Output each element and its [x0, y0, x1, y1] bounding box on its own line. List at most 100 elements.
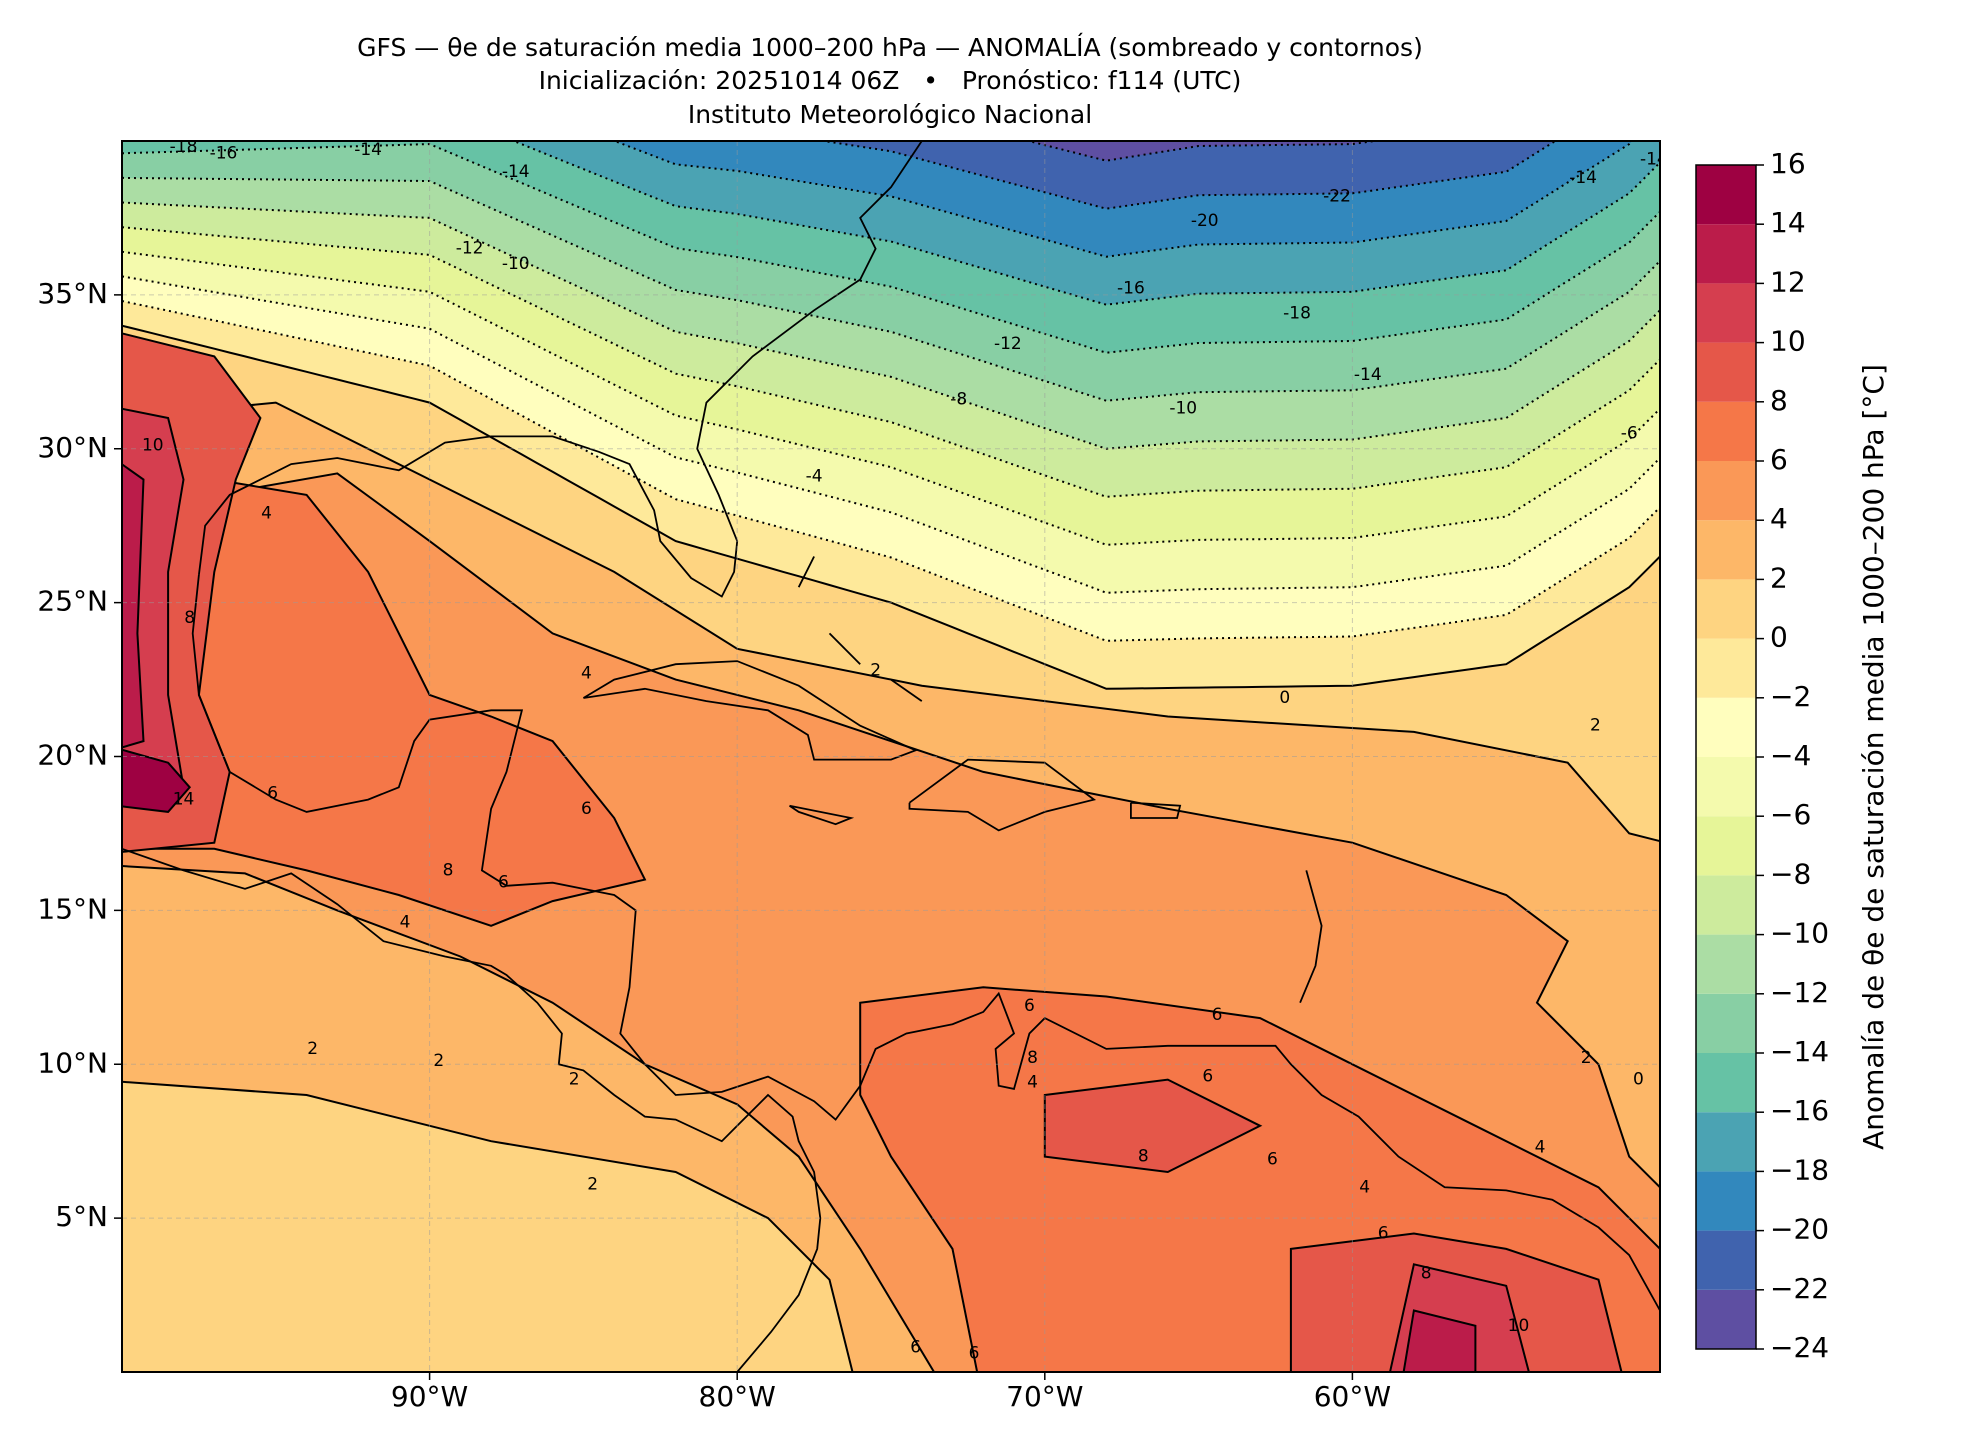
contour-line	[122, 176, 1660, 402]
colorbar-bin	[1696, 401, 1756, 461]
colorbar-tick-label: −22	[1770, 1272, 1829, 1305]
y-tick-label: 30°N	[37, 431, 108, 464]
x-tick-label: 80°W	[699, 1380, 776, 1413]
colorbar-bin	[1696, 1230, 1756, 1290]
contour-label: 4	[581, 663, 592, 683]
contour-line	[122, 143, 1660, 354]
colorbar-bin	[1696, 579, 1756, 639]
contour-label: 14	[173, 790, 195, 810]
shading	[122, 748, 192, 813]
shading	[1402, 1309, 1477, 1372]
y-tick-label: 20°N	[37, 739, 108, 772]
contour-label: 6	[1024, 996, 1035, 1016]
colorbar-bin	[1696, 757, 1756, 817]
colorbar-tick-label: 16	[1770, 147, 1806, 180]
colorbar: −24−22−20−18−16−14−12−10−8−6−4−202468101…	[1695, 147, 1829, 1364]
colorbar-tick-label: −10	[1770, 917, 1829, 950]
x-tick-label: 60°W	[1314, 1380, 1391, 1413]
colorbar-tick-label: −14	[1770, 1035, 1829, 1068]
contour-label: 2	[1581, 1048, 1592, 1068]
x-tick-label: 70°W	[1006, 1380, 1083, 1413]
colorbar-bin	[1696, 520, 1756, 580]
contour-label: 6	[910, 1337, 921, 1357]
contour-label: 6	[1212, 1005, 1223, 1025]
shading	[122, 478, 647, 927]
contour-label: 0	[1633, 1070, 1644, 1090]
colorbar-bin	[1696, 224, 1756, 284]
contour-label: 2	[569, 1070, 580, 1090]
contour-label: -14	[1569, 168, 1597, 188]
coastline	[122, 847, 822, 1372]
contour-label: -10	[502, 254, 530, 274]
contour-label: -18	[170, 137, 198, 157]
colorbar-bin	[1696, 1289, 1756, 1349]
contour-label: -12	[994, 334, 1022, 354]
contour-label: 2	[587, 1174, 598, 1194]
contour-label: -12	[456, 239, 484, 259]
colorbar-tick-label: 14	[1770, 206, 1806, 239]
contour-label: 2	[870, 660, 881, 680]
colorbar-bin	[1696, 461, 1756, 521]
contour-label: -20	[1191, 211, 1219, 231]
colorbar-tick-label: −12	[1770, 976, 1829, 1009]
colorbar-tick-label: 8	[1770, 384, 1788, 417]
contour-label: 8	[1421, 1264, 1432, 1284]
colorbar-bin	[1696, 934, 1756, 994]
colorbar-bin	[1696, 165, 1756, 225]
contour-label: -18	[1283, 303, 1311, 323]
colorbar-tick-label: 4	[1770, 502, 1788, 535]
contour-label: -6	[1621, 423, 1638, 443]
contour-label: -14	[502, 162, 530, 182]
contour-line	[511, 141, 1660, 306]
axes: 90°W 80°W 70°W 60°W 5°N 10°N 15°N 20°N 25°N 30°N 3…	[37, 277, 1391, 1413]
y-tick-label: 15°N	[37, 892, 108, 925]
contour-label: 8	[1138, 1147, 1149, 1167]
colorbar-tick-label: −18	[1770, 1153, 1829, 1186]
contour-label: 2	[1590, 716, 1601, 736]
coastline	[890, 678, 923, 702]
coastline	[191, 574, 1660, 1311]
contour-label: 10	[1508, 1316, 1530, 1336]
contour-label: 4	[1535, 1137, 1546, 1157]
x-tick-label: 90°W	[391, 1380, 468, 1413]
contour-label: 6	[267, 783, 278, 803]
contour-line	[122, 250, 1660, 546]
coastline	[1299, 870, 1323, 1004]
title-line: Inicialización: 20251014 06Z • Pronóstic…	[539, 66, 1242, 95]
contour-label: 4	[1359, 1177, 1370, 1197]
contour-label: 0	[1279, 688, 1290, 708]
contour-label: 4	[1027, 1073, 1038, 1093]
contour-label: 8	[1027, 1048, 1038, 1068]
y-tick-label: 25°N	[37, 585, 108, 618]
contour-label: 4	[261, 503, 272, 523]
colorbar-bin	[1696, 1171, 1756, 1231]
shading	[122, 463, 145, 749]
colorbar-bin	[1696, 638, 1756, 698]
colorbar-tick-label: −24	[1770, 1331, 1829, 1364]
colorbar-tick-label: −20	[1770, 1213, 1829, 1246]
title-line: Instituto Meteorológico Nacional	[688, 100, 1092, 129]
colorbar-tick-label: 10	[1770, 325, 1806, 358]
colorbar-tick-label: −6	[1770, 798, 1811, 831]
contour-label: -4	[806, 466, 823, 486]
y-tick-label: 5°N	[55, 1200, 108, 1233]
contour-label: -14	[1640, 149, 1668, 169]
colorbar-tick-label: −16	[1770, 1094, 1829, 1127]
colorbar-label: Anomalía de θe de saturación media 1000–…	[1857, 364, 1890, 1150]
map-area: -18 -16 -14 -14 -12 -10 -20 -22 -16 -18 -12 -14 -8 -1…	[122, 137, 1668, 1372]
coastline	[797, 556, 815, 588]
contour-label: -16	[1117, 279, 1145, 299]
colorbar-bin	[1696, 342, 1756, 402]
contour-label: 6	[1267, 1150, 1278, 1170]
colorbar-bin	[1696, 1053, 1756, 1113]
colorbar-bin	[1696, 816, 1756, 876]
contour-line	[122, 201, 1660, 450]
contour-label: 6	[498, 873, 509, 893]
contour-label: 8	[184, 608, 195, 628]
contour-label: 4	[400, 913, 411, 933]
contour-label: 10	[142, 436, 164, 456]
contour-label: -14	[1354, 365, 1382, 385]
contour-label: 6	[1202, 1067, 1213, 1087]
colorbar-tick-label: −2	[1770, 680, 1811, 713]
